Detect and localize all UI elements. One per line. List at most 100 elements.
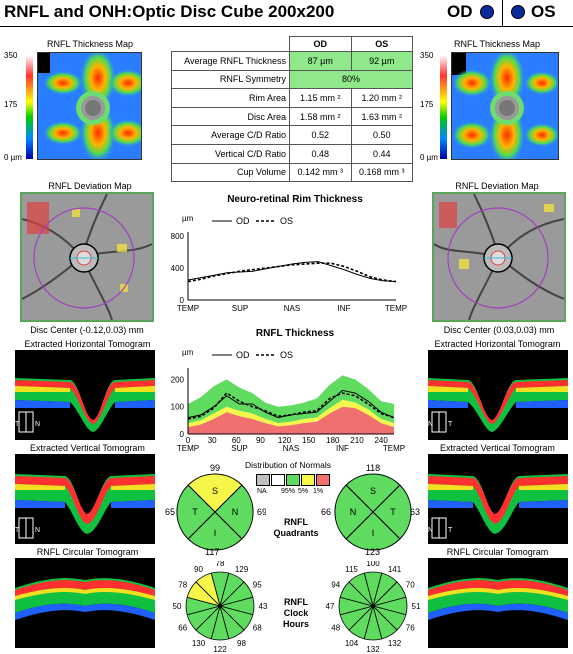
od-quad-i <box>187 511 243 551</box>
os-circular-tomogram <box>428 558 568 648</box>
os-quad-i-value: 123 <box>365 547 381 557</box>
os-eye-icon <box>511 5 525 19</box>
rim-x-label: TEMP <box>385 304 407 313</box>
table-corner <box>172 37 290 52</box>
od-clock-value: 122 <box>213 645 227 653</box>
os-clock-hours: 100 141 70 51 76 132 132 104 48 47 94 115 <box>326 561 421 653</box>
rnfl-x-tick: 150 <box>302 436 316 445</box>
od-color-scale <box>26 55 33 159</box>
os-deviation-map <box>432 192 566 322</box>
rnfl-x-tick: 120 <box>278 436 292 445</box>
os-clock-value: 47 <box>326 602 335 611</box>
os-clock-value: 48 <box>331 624 340 633</box>
od-clock-value: 43 <box>259 602 268 611</box>
rnfl-x-tick: 90 <box>256 436 265 445</box>
svg-text:N: N <box>35 527 40 534</box>
vert-cd-od: 0.48 <box>289 143 352 164</box>
page-title: RNFL and ONH:Optic Disc Cube 200x200 <box>4 2 335 21</box>
od-quad-n <box>214 484 254 540</box>
od-quad-i-value: 117 <box>205 547 220 557</box>
normals-red-swatch <box>316 474 330 486</box>
os-disc-center: Disc Center (0.03,0.03) mm <box>443 325 555 335</box>
header-rule <box>0 26 573 27</box>
od-scale-top: 350 <box>4 51 18 60</box>
normals-1-label: 1% <box>313 488 324 495</box>
od-scale-bottom: 0 µm <box>4 153 22 162</box>
os-clock-value: 104 <box>345 639 359 648</box>
os-clock-value: 51 <box>412 602 421 611</box>
normals-na-label: NA <box>257 488 267 495</box>
os-quad-i-letter: I <box>372 528 375 538</box>
rim-y-tick: 0 <box>180 296 185 305</box>
avg-cd-os: 0.50 <box>350 125 413 145</box>
svg-text:T: T <box>448 527 453 534</box>
avg-rnfl-od: 87 µm <box>289 51 352 71</box>
od-quad-n-value: 69 <box>257 507 266 517</box>
os-vertical-tomogram-title: Extracted Vertical Tomogram <box>440 443 555 453</box>
od-quad-i-letter: I <box>214 528 217 538</box>
os-scale-top: 350 <box>420 51 434 60</box>
rnfl-x-label: INF <box>336 444 349 453</box>
od-quad-t-letter: T <box>192 507 198 517</box>
od-quad-n-letter: N <box>232 507 239 517</box>
rim-legend: OD OS <box>212 216 293 226</box>
row-label: Disc Area <box>171 106 290 127</box>
os-quad-s-letter: S <box>370 486 376 496</box>
os-clock-value: 94 <box>331 581 340 590</box>
rnfl-x-tick: 0 <box>186 436 191 445</box>
od-quad-s <box>187 473 243 513</box>
rnfl-x-label: NAS <box>283 444 299 453</box>
rim-y-tick: 800 <box>171 232 185 241</box>
rnfl-symmetry-value: 80% <box>289 69 413 90</box>
od-clock-value: 90 <box>194 565 203 574</box>
od-clock-sector <box>195 572 221 608</box>
svg-text:T: T <box>15 527 20 534</box>
table-row: Vertical C/D Ratio 0.48 0.44 <box>171 143 413 164</box>
row-label: Vertical C/D Ratio <box>171 143 290 164</box>
normals-95-label: 95% <box>281 488 296 495</box>
od-eye-icon <box>480 5 494 19</box>
rim-area-od: 1.15 mm ² <box>289 88 352 108</box>
os-horizontal-tomogram: T N <box>428 350 568 440</box>
svg-text:T: T <box>15 421 20 428</box>
od-clock-value: 66 <box>178 624 187 633</box>
rnfl-x-label: TEMP <box>383 444 405 453</box>
normals-na-swatch <box>256 474 270 486</box>
od-disc-center: Disc Center (-0.12,0.03) mm <box>30 325 144 335</box>
os-vertical-tomogram: T N <box>428 454 568 544</box>
disc-area-od: 1.58 mm ² <box>289 106 352 127</box>
od-clock-hours: 78 129 95 43 68 98 122 130 66 50 78 90 <box>173 561 268 653</box>
os-quad-t-value: 63 <box>410 507 421 517</box>
os-quadrants: 118 S N I T 66 <box>321 463 412 551</box>
rnfl-x-tick: 30 <box>208 436 217 445</box>
row-label: Average RNFL Thickness <box>171 51 290 71</box>
svg-text:N: N <box>428 421 433 428</box>
od-vertical-tomogram: N T <box>15 454 155 544</box>
vert-cd-os: 0.44 <box>350 143 413 164</box>
od-deviation-map-title: RNFL Deviation Map <box>48 181 132 191</box>
os-clock-value: 70 <box>406 581 415 590</box>
os-horizontal-tomogram-title: Extracted Horizontal Tomogram <box>434 339 561 349</box>
avg-rnfl-os: 92 µm <box>350 51 413 71</box>
od-label: OD <box>447 2 473 21</box>
rnfl-x-tick: 240 <box>374 436 388 445</box>
rim-x-label: INF <box>338 304 351 313</box>
metrics-table: OD OS Average RNFL Thickness 87 µm 92 µm… <box>171 36 413 183</box>
disc-area-os: 1.63 mm ² <box>350 106 413 127</box>
row-label: Average C/D Ratio <box>171 125 290 145</box>
os-quad-i <box>345 511 401 551</box>
os-quad-n-value: 66 <box>321 507 331 517</box>
os-label: OS <box>531 2 556 21</box>
os-color-scale <box>440 55 447 159</box>
table-header-row: OD OS <box>172 36 413 52</box>
rim-area-os: 1.20 mm ² <box>350 88 413 108</box>
od-vertical-tomogram-title: Extracted Vertical Tomogram <box>30 443 145 453</box>
rim-y-tick: 400 <box>171 264 185 273</box>
rnfl-chart-unit: µm <box>182 348 194 357</box>
rnfl-legend: OD OS <box>212 350 293 360</box>
od-scale-mid: 175 <box>4 100 18 109</box>
os-thickness-map <box>451 52 559 160</box>
rnfl-x-tick: 180 <box>326 436 340 445</box>
rnfl-x-label: TEMP <box>177 444 199 453</box>
